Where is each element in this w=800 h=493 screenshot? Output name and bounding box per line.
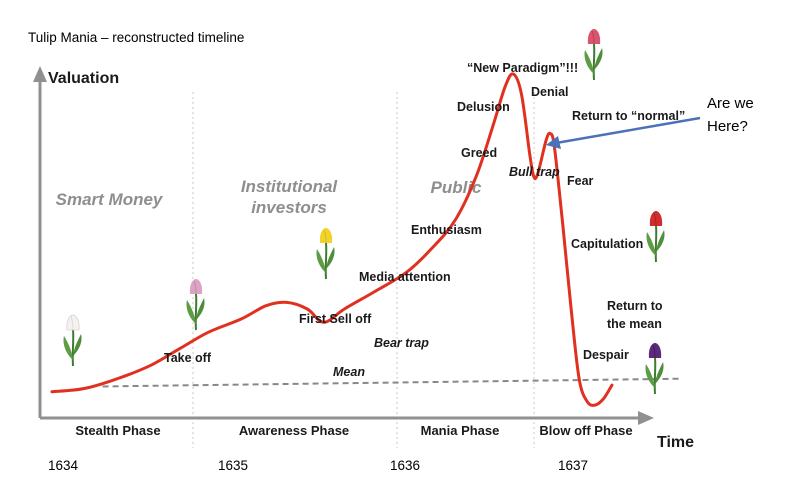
phase-dividers <box>192 92 535 448</box>
tulip-purple-icon <box>644 343 665 395</box>
annotation-label: Bull trap <box>509 165 560 179</box>
annotation-label: Greed <box>461 146 497 160</box>
callout-arrow <box>555 116 701 145</box>
callout-line-1: Are we <box>707 95 754 112</box>
annotation-label: Bear trap <box>374 336 429 350</box>
annotation-label: Capitulation <box>571 237 643 251</box>
top-group-label: investors <box>251 198 327 217</box>
x-axis-arrow-icon <box>638 411 654 425</box>
annotation-label: Take off <box>164 351 212 365</box>
chart-title: Tulip Mania – reconstructed timeline <box>28 30 244 45</box>
year-tick-labels: 1634 1635 1636 1637 <box>48 458 588 473</box>
year-tick-label: 1635 <box>218 458 248 473</box>
phase-label: Awareness Phase <box>239 423 349 438</box>
year-tick-label: 1637 <box>558 458 588 473</box>
year-tick-label: 1634 <box>48 458 79 473</box>
annotation-label: Despair <box>583 348 629 362</box>
valuation-curve <box>50 72 614 407</box>
annotation-label: “New Paradigm”!!! <box>467 61 578 75</box>
phase-label: Stealth Phase <box>75 423 160 438</box>
annotation-label: Media attention <box>359 270 451 284</box>
tulip-white-icon <box>62 314 83 367</box>
callout-arrow-head-icon <box>546 136 561 149</box>
annotation-label: the mean <box>607 317 662 331</box>
phase-label: Mania Phase <box>421 423 500 438</box>
callout-line-2: Here? <box>707 118 748 135</box>
annotation-label: First Sell off <box>299 312 372 326</box>
tulip-red-icon <box>645 211 666 263</box>
annotation-label: Return to “normal” <box>572 109 685 123</box>
phase-labels: Stealth Phase Awareness Phase Mania Phase B… <box>75 423 632 438</box>
year-tick-label: 1636 <box>390 458 420 473</box>
top-group-label: Smart Money <box>56 190 164 209</box>
phase-label: Blow off Phase <box>539 423 632 438</box>
top-group-label: Institutional <box>241 177 339 196</box>
annotation-label: Fear <box>567 174 594 188</box>
mean-label: Mean <box>333 365 365 379</box>
x-axis-title: Time <box>657 434 694 451</box>
annotation-label: Denial <box>531 85 569 99</box>
mean-line <box>102 377 679 388</box>
axes <box>33 66 654 425</box>
tulip-pink-icon <box>185 279 206 331</box>
y-axis-arrow-icon <box>33 66 47 82</box>
tulip-red-pink-icon <box>583 29 604 81</box>
y-axis-title: Valuation <box>48 70 119 87</box>
annotation-label: Delusion <box>457 100 510 114</box>
annotation-label: Enthusiasm <box>411 223 482 237</box>
annotation-label: Return to <box>607 299 663 313</box>
tulip-yellow-icon <box>315 228 336 280</box>
